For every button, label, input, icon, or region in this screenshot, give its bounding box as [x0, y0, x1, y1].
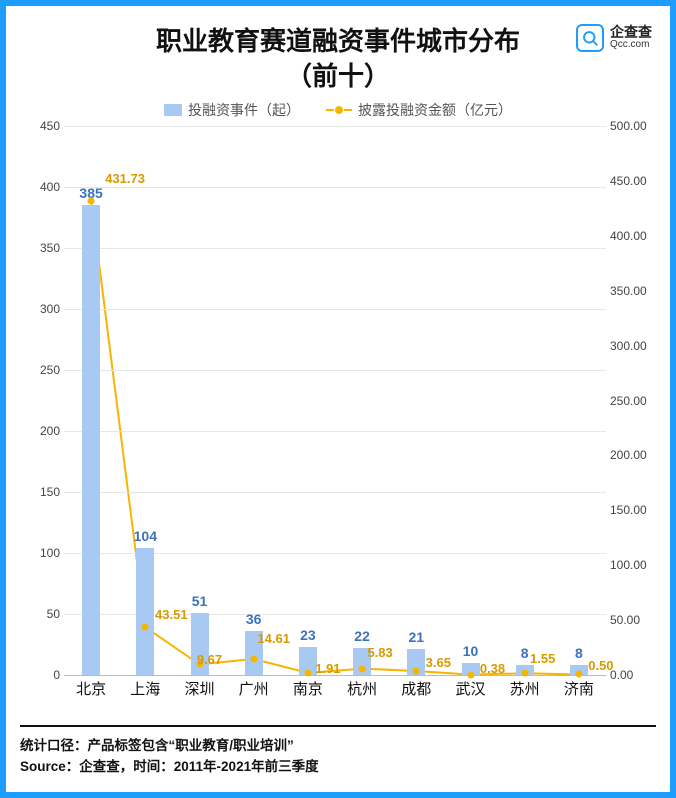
bar-value-label: 8: [575, 645, 583, 661]
bar-value-label: 104: [134, 528, 157, 544]
brand-badge: 企查查 Qcc.com: [576, 24, 652, 52]
grid-line: [64, 248, 606, 249]
line-value-label: 0.50: [588, 658, 613, 673]
category-label: 深圳: [184, 678, 214, 699]
qcc-logo-icon: [576, 24, 604, 52]
category-label: 杭州: [347, 678, 377, 699]
category-label: 广州: [239, 678, 269, 699]
ytick-right: 250.00: [610, 394, 652, 408]
grid-line: [64, 492, 606, 493]
ytick-right: 50.00: [610, 613, 652, 627]
ytick-right: 150.00: [610, 503, 652, 517]
footnote-2: Source：企查查，时间：2011年-2021年前三季度: [20, 756, 656, 778]
line-value-label: 43.51: [155, 607, 188, 622]
category-label: 济南: [564, 678, 594, 699]
bar-swatch-icon: [164, 104, 182, 116]
line-value-label: 5.83: [367, 645, 392, 660]
line-marker: [359, 665, 366, 672]
grid-line: [64, 309, 606, 310]
line-value-label: 3.65: [426, 655, 451, 670]
category-label: 苏州: [510, 678, 540, 699]
legend-bar: 投融资事件（起）: [164, 100, 300, 120]
grid-line: [64, 431, 606, 432]
line-marker: [88, 197, 95, 204]
chart-area: 0501001502002503003504004500.0050.00100.…: [24, 126, 652, 704]
ytick-right: 500.00: [610, 119, 652, 133]
ytick-left: 150: [24, 485, 60, 499]
legend: 投融资事件（起） 披露投融资金额（亿元）: [6, 100, 670, 120]
line-marker: [250, 655, 257, 662]
bar: [82, 205, 100, 675]
ytick-left: 100: [24, 546, 60, 560]
bar-value-label: 10: [463, 643, 479, 659]
category-label: 成都: [401, 678, 431, 699]
line-value-label: 14.61: [257, 631, 290, 646]
line-marker: [142, 624, 149, 631]
category-label: 武汉: [455, 678, 485, 699]
bar-value-label: 36: [246, 611, 262, 627]
header: 职业教育赛道融资事件城市分布 （前十） 企查查 Qcc.com: [6, 6, 670, 94]
ytick-right: 100.00: [610, 558, 652, 572]
brand-en: Qcc.com: [610, 40, 652, 51]
legend-line-label: 披露投融资金额（亿元）: [358, 100, 512, 120]
line-marker: [413, 667, 420, 674]
line-value-label: 9.67: [197, 652, 222, 667]
legend-bar-label: 投融资事件（起）: [188, 100, 300, 120]
bar: [136, 548, 154, 675]
legend-line: 披露投融资金额（亿元）: [326, 100, 512, 120]
line-value-label: 1.55: [530, 651, 555, 666]
line-value-label: 431.73: [105, 171, 145, 186]
brand-cn: 企查查: [610, 25, 652, 40]
title-line-1: 职业教育赛道融资事件城市分布: [156, 26, 520, 56]
footnote-1: 统计口径：产品标签包含“职业教育/职业培训”: [20, 735, 656, 757]
plot: 0501001502002503003504004500.0050.00100.…: [64, 126, 606, 676]
ytick-right: 350.00: [610, 284, 652, 298]
line-marker: [467, 671, 474, 678]
brand-text: 企查查 Qcc.com: [610, 25, 652, 50]
ytick-left: 250: [24, 363, 60, 377]
chart-card: 职业教育赛道融资事件城市分布 （前十） 企查查 Qcc.com 投融资事件（起）…: [0, 0, 676, 798]
category-label: 上海: [130, 678, 160, 699]
line-value-label: 0.38: [480, 661, 505, 676]
bar-value-label: 23: [300, 627, 316, 643]
category-label: 南京: [293, 678, 323, 699]
grid-line: [64, 126, 606, 127]
ytick-right: 200.00: [610, 448, 652, 462]
ytick-right: 400.00: [610, 229, 652, 243]
bar-value-label: 8: [521, 645, 529, 661]
category-label: 北京: [76, 678, 106, 699]
line-value-label: 1.91: [315, 661, 340, 676]
ytick-left: 200: [24, 424, 60, 438]
title-line-2: （前十）: [286, 61, 390, 91]
ytick-left: 0: [24, 668, 60, 682]
ytick-left: 300: [24, 302, 60, 316]
ytick-left: 400: [24, 180, 60, 194]
grid-line: [64, 187, 606, 188]
footer-notes: 统计口径：产品标签包含“职业教育/职业培训” Source：企查查，时间：201…: [20, 725, 656, 778]
line-swatch-icon: [326, 106, 352, 114]
ytick-right: 450.00: [610, 174, 652, 188]
chart-title: 职业教育赛道融资事件城市分布 （前十）: [26, 24, 650, 94]
ytick-right: 0.00: [610, 668, 652, 682]
grid-line: [64, 370, 606, 371]
bar-value-label: 22: [354, 628, 370, 644]
line-marker: [521, 670, 528, 677]
bar-value-label: 51: [192, 593, 208, 609]
line-marker: [575, 671, 582, 678]
ytick-left: 450: [24, 119, 60, 133]
ytick-left: 350: [24, 241, 60, 255]
line-marker: [304, 669, 311, 676]
bar-value-label: 21: [409, 629, 425, 645]
ytick-right: 300.00: [610, 339, 652, 353]
ytick-left: 50: [24, 607, 60, 621]
